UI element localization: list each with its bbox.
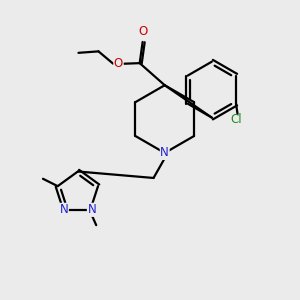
Text: N: N bbox=[87, 203, 96, 216]
Text: N: N bbox=[60, 203, 68, 216]
Text: O: O bbox=[114, 57, 123, 70]
Text: Cl: Cl bbox=[230, 113, 242, 126]
Text: N: N bbox=[160, 146, 169, 159]
Text: O: O bbox=[138, 26, 147, 38]
